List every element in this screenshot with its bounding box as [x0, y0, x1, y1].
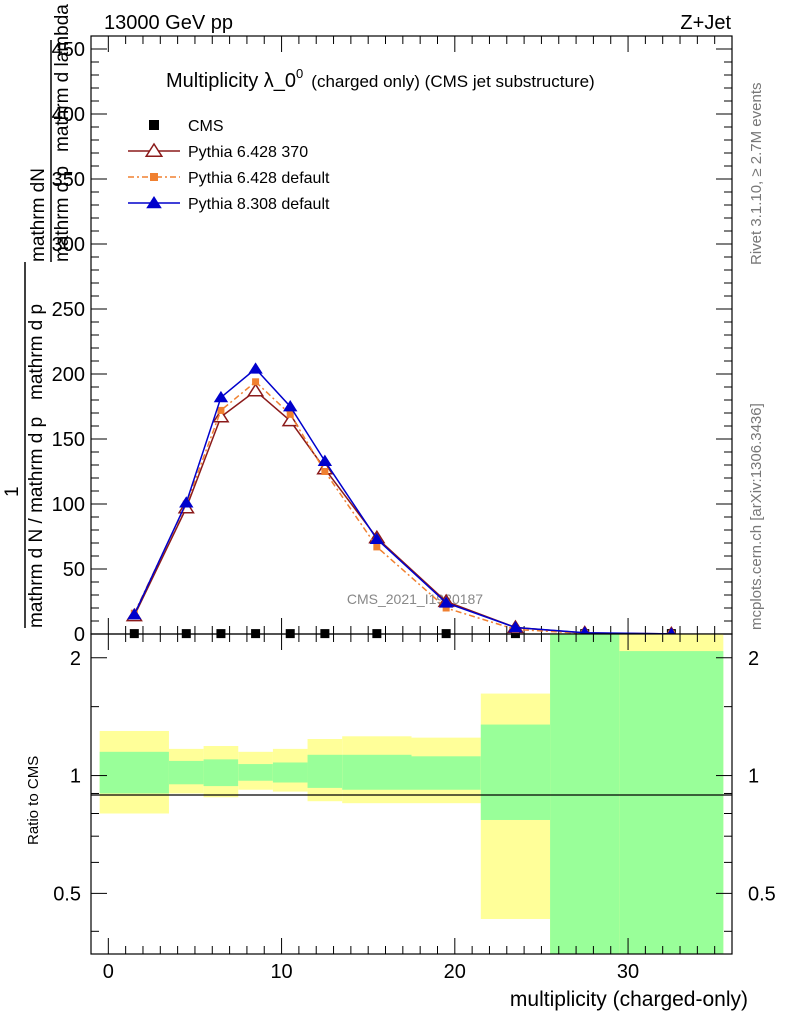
title-main: Multiplicity λ_0: [166, 70, 296, 92]
title-superscript: 0: [296, 66, 303, 81]
data-point: [321, 468, 329, 475]
x-tick-label: 20: [444, 961, 466, 983]
data-point: [247, 383, 265, 397]
stat-uncertainty-band: [307, 754, 343, 788]
data-point: [442, 604, 450, 612]
ylabel-numerator: mathrm dN: [28, 168, 49, 262]
legend-entry: Pythia 6.428 default: [128, 170, 330, 187]
title-suffix: (charged only) (CMS jet substructure): [311, 72, 594, 91]
ylabel-denominator: mathrm d p: [52, 166, 73, 262]
mcplots-label: mcplots.cern.ch [arXiv:1306.3436]: [748, 403, 765, 630]
ratio-y-tick-label-right: 0.5: [748, 883, 776, 905]
data-point: [179, 496, 194, 508]
x-axis-label: multiplicity (charged-only): [510, 988, 748, 1011]
data-point: [508, 621, 523, 633]
data-point: [281, 412, 299, 427]
y-tick-label: 450: [52, 39, 85, 61]
main-panel: CMS_2021_I1920187 0 50 100 150 200 250 300 350 4…: [52, 35, 733, 646]
legend-label: Pythia 6.428 default: [188, 170, 330, 187]
ratio-axes: 0.5 0.51 12 20 10 20 30: [53, 634, 776, 983]
ratio-frame: [90, 633, 733, 955]
ylabel-left-denominator-2: mathrm d p: [26, 304, 47, 400]
legend-entry: CMS: [149, 118, 224, 135]
y-tick-label: 300: [52, 234, 85, 256]
ratio-ylabel: Ratio to CMS: [25, 756, 42, 845]
stat-uncertainty-band: [168, 760, 204, 785]
stat-uncertainty-band: [272, 762, 308, 783]
legend-label: CMS: [188, 118, 224, 135]
ylabel-left-denominator: mathrm d N / mathrm d p: [26, 417, 47, 628]
y-tick-label: 100: [52, 494, 85, 516]
data-point: [213, 390, 229, 403]
y-tick-label: 150: [52, 429, 85, 451]
data-point: [283, 400, 298, 412]
legend-marker: [149, 120, 159, 130]
stat-uncertainty-band: [411, 756, 481, 790]
stat-uncertainty-band: [550, 634, 620, 954]
data-point: [127, 608, 142, 620]
x-tick-label: 0: [103, 961, 114, 983]
svg-text:Multiplicity λ_00(charged only: Multiplicity λ_00 (charged only) (CMS jet…: [166, 66, 595, 92]
ratio-y-tick-label-right: 2: [748, 648, 759, 670]
legend-label: Pythia 6.428 370: [188, 144, 308, 161]
data-point: [217, 406, 225, 414]
y-tick-label: 200: [52, 364, 85, 386]
y-tick-label: 350: [52, 169, 85, 191]
data-point: [248, 362, 263, 374]
y-tick-label: 0: [74, 624, 85, 646]
stat-uncertainty-band: [342, 754, 412, 790]
legend-marker: [146, 195, 162, 209]
ratio-y-tick-label-right: 1: [748, 766, 759, 788]
ratio-bands: [99, 634, 724, 954]
header-right-label: Z+Jet: [680, 12, 731, 34]
watermark: CMS_2021_I1920187: [347, 591, 483, 607]
y-tick-label: 400: [52, 104, 85, 126]
x-tick-label: 30: [617, 961, 639, 983]
main-axes: 0 50 100 150 200 250 300 350 400 450: [52, 35, 732, 646]
legend-entry: Pythia 8.308 default: [128, 195, 330, 213]
ratio-y-tick-label: 2: [70, 648, 81, 670]
legend-marker: [144, 142, 164, 158]
rivet-label: Rivet 3.1.10, ≥ 2.7M events: [748, 83, 765, 266]
data-point: [373, 543, 381, 551]
stat-uncertainty-band: [619, 651, 724, 954]
chart-title: Multiplicity λ_00 (charged only) (CMS jet…: [166, 66, 595, 92]
stat-uncertainty-band: [99, 751, 169, 794]
x-tick-label: 10: [270, 961, 292, 983]
data-point: [252, 378, 260, 386]
data-point: [317, 454, 333, 466]
stat-uncertainty-band: [203, 759, 239, 787]
main-ylabel: mathrm dN mathrm d p mathrm d lambda 1 m…: [2, 4, 73, 628]
ratio-y-tick-label: 1: [70, 766, 81, 788]
stat-uncertainty-band: [480, 724, 551, 820]
data-point: [438, 596, 454, 608]
data-point: [286, 410, 294, 418]
stat-uncertainty-band: [238, 764, 273, 781]
y-tick-label: 250: [52, 299, 85, 321]
legend: CMS Pythia 6.428 370 Pythia 6.428 default P…: [128, 118, 330, 213]
legend-label: Pythia 8.308 default: [188, 196, 330, 213]
ratio-y-tick-label: 0.5: [53, 883, 81, 905]
ylabel-denominator-2: mathrm d lambda: [52, 4, 73, 152]
data-point: [369, 532, 385, 544]
ylabel-left-one: 1: [2, 486, 23, 497]
legend-marker: [150, 173, 158, 181]
legend-entry: Pythia 6.428 370: [128, 142, 308, 161]
main-series-group: [125, 362, 680, 640]
y-tick-label: 50: [63, 559, 85, 581]
header-left-label: 13000 GeV pp: [104, 12, 233, 34]
ratio-panel: 0.5 0.51 12 20 10 20 30 Ratio to CMS multiplic…: [25, 633, 776, 1011]
